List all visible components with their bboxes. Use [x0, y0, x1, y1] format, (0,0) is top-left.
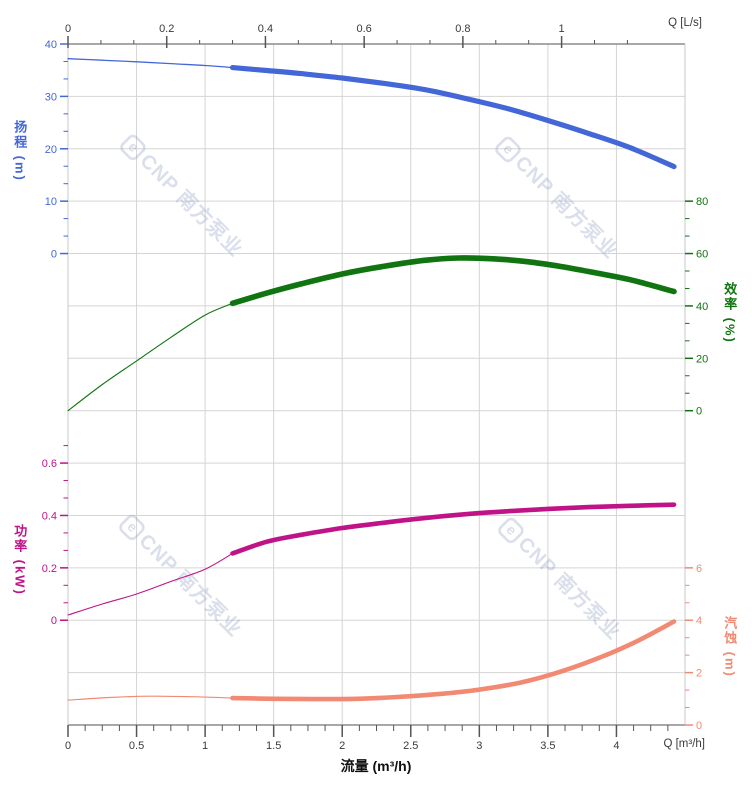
- npsh-curve: [67, 619, 677, 702]
- svg-text:CNP 南方泵业: CNP 南方泵业: [513, 532, 626, 645]
- svg-text:3: 3: [476, 740, 482, 752]
- svg-text:20: 20: [696, 353, 708, 365]
- npsh-axis: 6 4 2 0: [685, 563, 702, 732]
- power-axis-title: 功率 (kW): [12, 524, 28, 596]
- svg-text:0: 0: [51, 615, 57, 627]
- head-axis-title: 扬程 (m): [12, 120, 28, 182]
- head-curve: [67, 58, 677, 170]
- svg-text:0.5: 0.5: [129, 740, 144, 752]
- svg-text:40: 40: [696, 301, 708, 313]
- efficiency-curve: [67, 255, 677, 412]
- svg-text:0: 0: [65, 23, 71, 35]
- svg-text:0.6: 0.6: [357, 23, 372, 35]
- svg-text:CNP 南方泵业: CNP 南方泵业: [134, 529, 247, 642]
- npsh-axis-title: 汽蚀 (m): [722, 616, 738, 678]
- svg-text:0: 0: [51, 249, 57, 261]
- power-curve: [67, 502, 677, 616]
- svg-text:0.2: 0.2: [42, 563, 57, 575]
- svg-text:0.6: 0.6: [42, 458, 57, 470]
- efficiency-axis-title: 效率 (%): [722, 282, 738, 344]
- svg-text:4: 4: [696, 615, 702, 627]
- svg-text:1.5: 1.5: [266, 740, 281, 752]
- flow-axis-title: 流量 (m³/h): [340, 758, 412, 774]
- svg-text:1: 1: [559, 23, 565, 35]
- svg-text:3.5: 3.5: [540, 740, 555, 752]
- svg-text:2: 2: [696, 668, 702, 680]
- svg-text:CNP 南方泵业: CNP 南方泵业: [510, 151, 623, 264]
- svg-text:4: 4: [613, 740, 619, 752]
- svg-text:80: 80: [696, 196, 708, 208]
- svg-text:10: 10: [45, 196, 57, 208]
- svg-text:0.2: 0.2: [159, 23, 174, 35]
- bottom-axis-unit-label: Q [m³/h]: [663, 738, 705, 750]
- svg-text:2.5: 2.5: [403, 740, 418, 752]
- svg-text:0: 0: [65, 740, 71, 752]
- svg-text:30: 30: [45, 91, 57, 103]
- svg-text:0.4: 0.4: [42, 510, 57, 522]
- svg-text:40: 40: [45, 39, 57, 51]
- svg-text:CNP 南方泵业: CNP 南方泵业: [135, 149, 248, 262]
- top-axis: 0 0.2 0.4 0.6 0.8 1: [65, 23, 628, 48]
- svg-text:1: 1: [202, 740, 208, 752]
- svg-text:0.4: 0.4: [258, 23, 273, 35]
- svg-text:2: 2: [339, 740, 345, 752]
- power-axis: 0.6 0.4 0.2 0: [42, 445, 68, 627]
- top-axis-unit-label: Q [L/s]: [668, 17, 702, 29]
- svg-text:20: 20: [45, 144, 57, 156]
- svg-text:0.8: 0.8: [455, 23, 470, 35]
- svg-text:0: 0: [696, 720, 702, 732]
- bottom-axis: 0 0.5 1 1.5 2 2.5 3 3.5 4: [65, 725, 669, 752]
- svg-text:60: 60: [696, 249, 708, 261]
- svg-text:6: 6: [696, 563, 702, 575]
- head-axis: 40 30 20 10 0: [45, 39, 68, 261]
- svg-text:0: 0: [696, 406, 702, 418]
- efficiency-axis: 80 60 40 20 0: [685, 196, 708, 418]
